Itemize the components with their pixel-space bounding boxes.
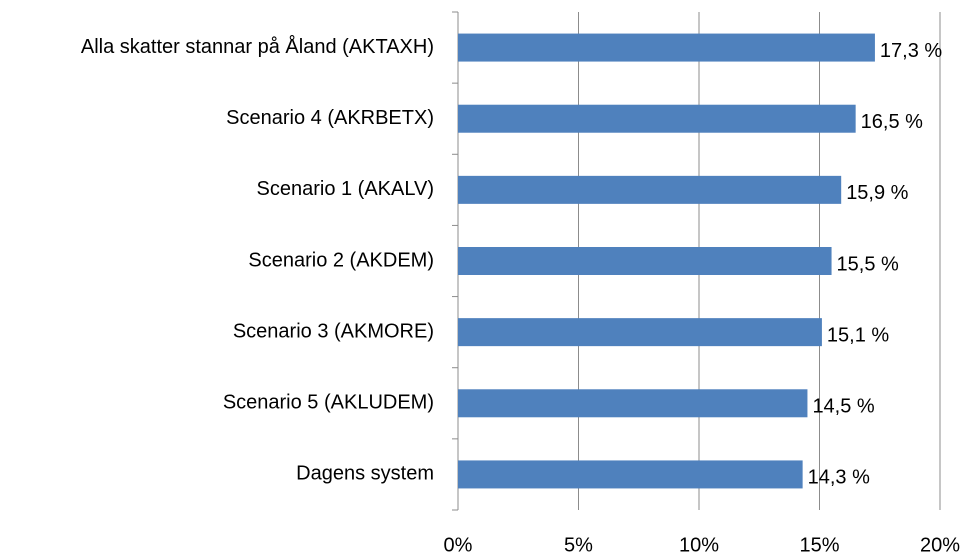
x-tick-label: 10% xyxy=(679,534,719,556)
value-label: 15,9 % xyxy=(846,182,908,204)
bar xyxy=(458,460,803,489)
y-tick-label: Alla skatter stannar på Åland (AKTAXH) xyxy=(81,35,434,58)
value-label: 15,1 % xyxy=(827,324,889,346)
y-tick-label: Scenario 4 (AKRBETX) xyxy=(226,107,434,129)
y-tick-label: Scenario 1 (AKALV) xyxy=(257,178,435,200)
value-label: 17,3 % xyxy=(880,40,942,62)
value-label: 14,5 % xyxy=(812,396,874,418)
bar xyxy=(458,175,842,204)
y-tick-label: Scenario 3 (AKMORE) xyxy=(233,320,434,342)
x-tick-label: 15% xyxy=(799,534,839,556)
value-label: 16,5 % xyxy=(861,111,923,133)
value-label: 14,3 % xyxy=(808,467,870,489)
y-tick-label: Scenario 2 (AKDEM) xyxy=(248,249,434,271)
y-tick-label: Scenario 5 (AKLUDEM) xyxy=(223,392,434,414)
x-tick-label: 5% xyxy=(564,534,593,556)
bar xyxy=(458,247,832,275)
x-tick-label: 0% xyxy=(444,534,473,556)
bar xyxy=(458,389,808,418)
y-tick-label: Dagens system xyxy=(296,463,434,485)
bar xyxy=(458,104,856,133)
bar xyxy=(458,33,875,62)
value-label: 15,5 % xyxy=(837,253,899,275)
x-tick-label: 20% xyxy=(920,534,960,556)
bar xyxy=(458,318,822,347)
